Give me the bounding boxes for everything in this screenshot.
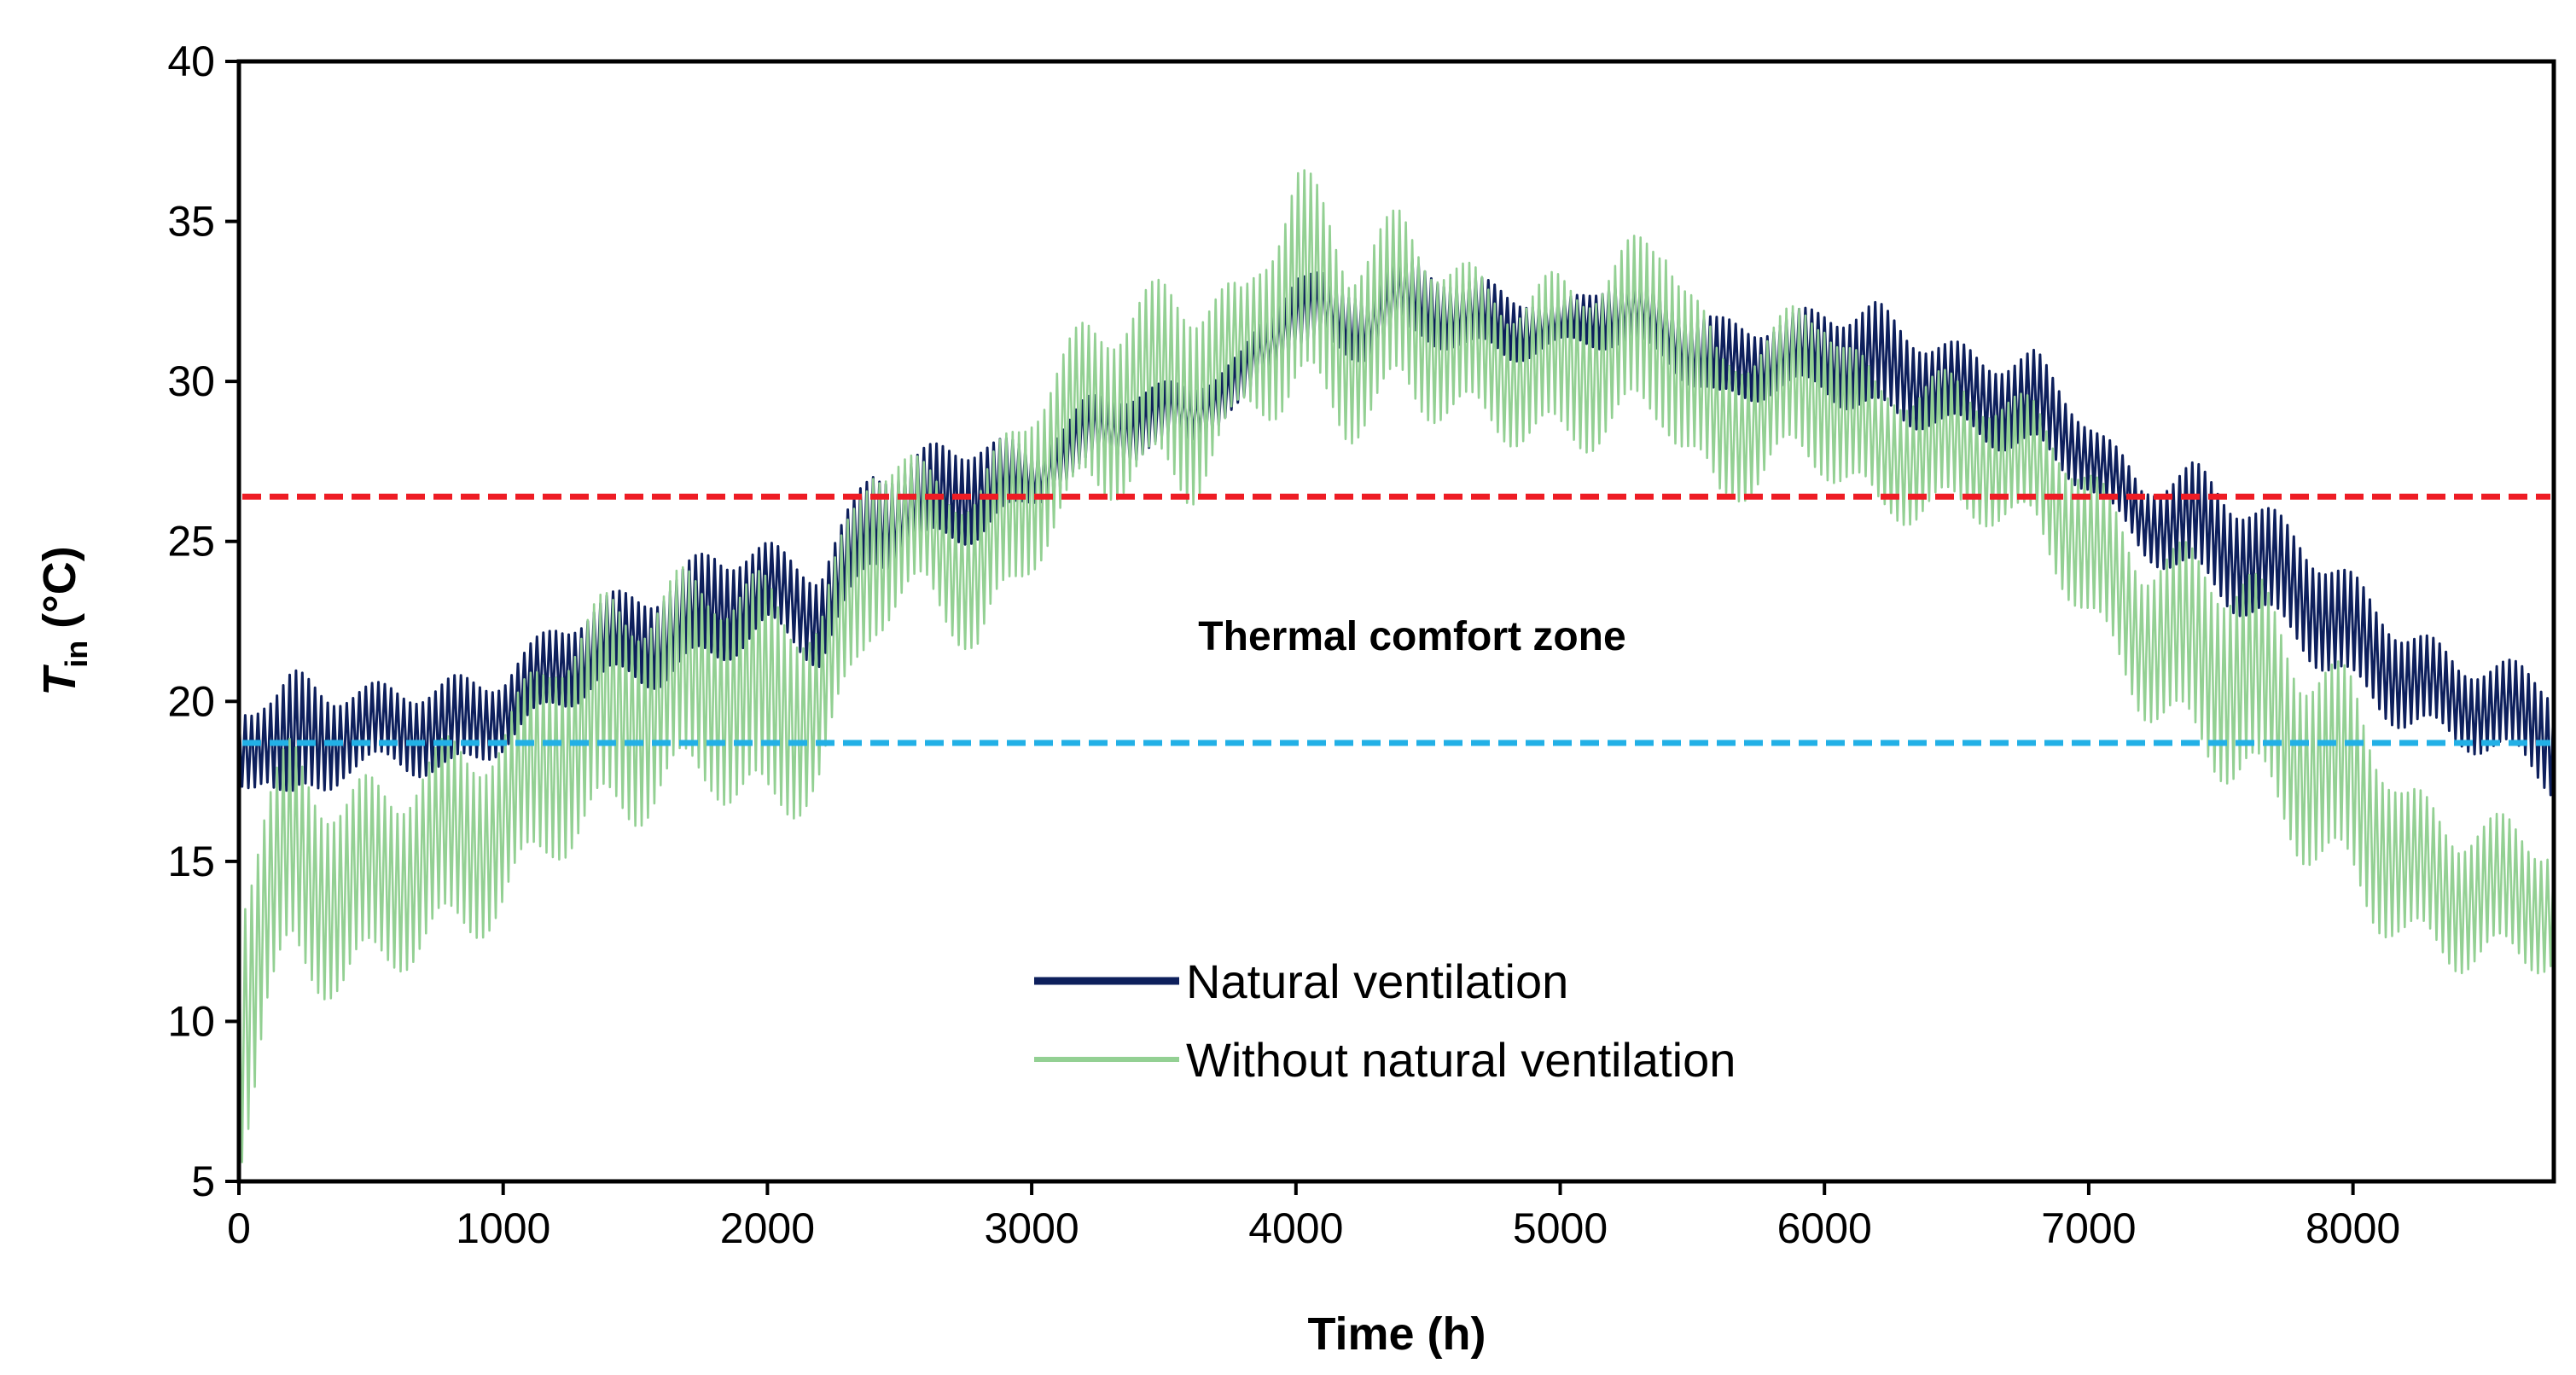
y-tick-label: 10 xyxy=(167,997,215,1045)
x-tick-label: 2000 xyxy=(720,1204,815,1252)
y-tick-label: 15 xyxy=(167,838,215,885)
comfort-zone-label: Thermal comfort zone xyxy=(1198,614,1625,659)
y-tick-label: 30 xyxy=(167,357,215,405)
x-tick-label: 3000 xyxy=(984,1204,1079,1252)
x-tick-label: 8000 xyxy=(2306,1204,2400,1252)
y-axis-title-symbol: T xyxy=(34,664,85,696)
y-tick-label: 20 xyxy=(167,677,215,725)
y-tick-label: 5 xyxy=(191,1157,215,1205)
x-tick-label: 7000 xyxy=(2041,1204,2136,1252)
x-tick-label: 0 xyxy=(227,1204,251,1252)
x-tick-label: 5000 xyxy=(1513,1204,1608,1252)
legend-label-without-natural-ventilation: Without natural ventilation xyxy=(1186,1033,1736,1087)
legend-label-natural-ventilation: Natural ventilation xyxy=(1186,954,1568,1008)
y-tick-label: 40 xyxy=(167,38,215,85)
x-axis-title: Time (h) xyxy=(1307,1308,1486,1360)
plot-area-frame xyxy=(236,59,2556,1184)
x-tick-label: 6000 xyxy=(1777,1204,1872,1252)
legend: Natural ventilation Without natural vent… xyxy=(1034,954,1736,1087)
x-tick-label: 4000 xyxy=(1248,1204,1343,1252)
y-axis-title-unit: (°C) xyxy=(34,546,85,629)
y-tick-label: 35 xyxy=(167,198,215,246)
x-tick-label: 1000 xyxy=(456,1204,550,1252)
y-axis-title: Tin (°C) xyxy=(34,546,94,696)
y-axis-title-subscript: in xyxy=(59,641,94,668)
y-tick-label: 25 xyxy=(167,518,215,566)
series-line-without-natural-ventilation xyxy=(237,169,2556,1163)
